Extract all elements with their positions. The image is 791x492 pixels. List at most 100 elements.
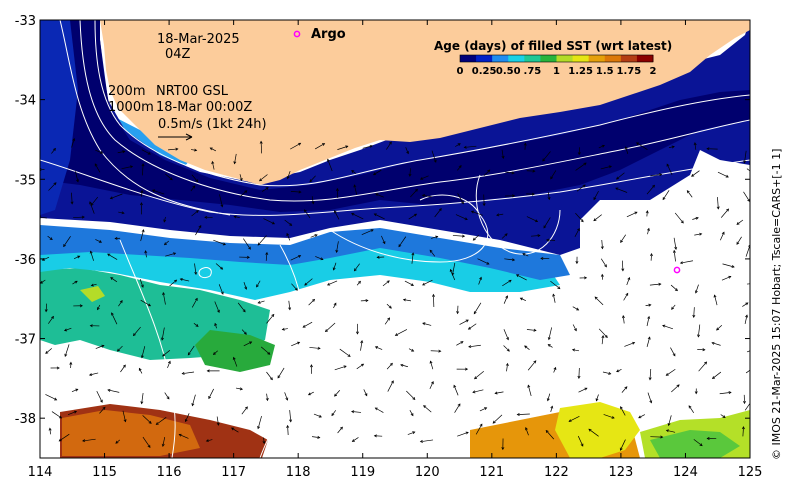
velocity-vector — [668, 415, 672, 426]
velocity-vector — [526, 216, 538, 222]
velocity-vector — [503, 329, 509, 340]
velocity-vector — [163, 216, 166, 223]
velocity-vector — [711, 342, 721, 346]
velocity-vector-head — [318, 414, 322, 418]
velocity-vector-head — [289, 223, 293, 226]
velocity-vector — [286, 233, 291, 241]
velocity-vector — [241, 329, 247, 335]
velocity-vector-head — [552, 293, 556, 297]
velocity-vector-head — [421, 194, 426, 198]
velocity-vector-head — [523, 142, 527, 146]
velocity-vector-head — [693, 142, 697, 146]
velocity-vector — [59, 433, 70, 442]
velocity-vector-head — [726, 208, 730, 212]
colorbar-tick-label: 2 — [650, 66, 657, 77]
velocity-vector-head — [583, 162, 587, 166]
velocity-vector-head — [49, 237, 53, 241]
velocity-vector — [239, 174, 243, 181]
velocity-vector-head — [271, 313, 275, 317]
velocity-vector — [407, 431, 415, 435]
velocity-vector — [547, 192, 550, 200]
velocity-vector — [671, 304, 676, 310]
velocity-vector — [452, 262, 456, 276]
velocity-vector — [185, 413, 190, 422]
velocity-vector — [141, 149, 151, 155]
sst-region-lime-west — [80, 286, 105, 302]
x-tick-label: 121 — [479, 465, 504, 480]
velocity-vector — [45, 303, 47, 312]
velocity-vector — [339, 348, 351, 357]
velocity-vector — [165, 173, 173, 181]
velocity-vector-head — [343, 365, 347, 369]
velocity-vector — [290, 255, 301, 261]
velocity-vector — [720, 232, 725, 241]
velocity-vector-head — [754, 366, 756, 368]
velocity-vector — [455, 214, 468, 220]
velocity-vector — [548, 327, 552, 340]
velocity-vector-head — [470, 210, 475, 214]
velocity-vector — [95, 149, 103, 154]
sst-region-west-blue — [40, 20, 78, 215]
velocity-vector — [233, 357, 238, 367]
colorbar-segment — [492, 55, 509, 62]
velocity-vector — [720, 414, 726, 418]
velocity-vector — [239, 190, 248, 198]
velocity-vector — [568, 415, 580, 422]
velocity-vector — [620, 234, 627, 243]
velocity-vector-head — [206, 369, 210, 373]
velocity-vector-head — [220, 291, 224, 295]
velocity-vector-head — [72, 137, 76, 142]
velocity-vector — [600, 258, 607, 268]
velocity-vector-head — [621, 268, 625, 272]
velocity-vector-head — [257, 242, 261, 246]
contour-200m — [94, 20, 750, 187]
velocity-vector-head — [265, 397, 269, 402]
velocity-vector-head — [56, 366, 60, 370]
velocity-vector — [430, 361, 434, 370]
velocity-vector — [51, 411, 62, 419]
velocity-vector-head — [89, 324, 93, 328]
velocity-vector — [260, 346, 271, 355]
velocity-vector-head — [364, 393, 368, 397]
velocity-vector-head — [58, 438, 62, 442]
velocity-vector-head — [114, 236, 118, 240]
velocity-vector — [576, 184, 586, 192]
velocity-vector-head — [547, 344, 551, 347]
argo-marker-legend — [293, 30, 301, 38]
velocity-vector — [496, 213, 504, 216]
velocity-vector — [457, 193, 464, 204]
velocity-vector-head — [649, 400, 653, 404]
velocity-vector-head — [239, 387, 243, 391]
velocity-vector-head — [508, 279, 512, 283]
velocity-vector — [420, 439, 434, 443]
velocity-vector-head — [209, 147, 213, 151]
velocity-vector-head — [419, 177, 424, 180]
velocity-vector-head — [391, 380, 394, 384]
colorbar — [459, 54, 654, 63]
velocity-vector — [142, 436, 151, 448]
velocity-vector-head — [505, 362, 509, 367]
velocity-vector — [45, 348, 52, 354]
velocity-vector-head — [265, 187, 269, 190]
colorbar-segment — [604, 55, 622, 62]
contour-deep-3 — [329, 194, 489, 263]
sst-region-green — [195, 330, 275, 372]
velocity-vector-head — [511, 258, 516, 262]
velocity-vector-head — [638, 415, 642, 419]
velocity-vector-head — [506, 348, 510, 352]
velocity-vector — [308, 391, 314, 396]
velocity-vector — [351, 411, 362, 413]
velocity-vector — [190, 149, 197, 151]
velocity-vector — [502, 279, 512, 287]
velocity-vector — [520, 297, 527, 302]
velocity-vector-head — [178, 433, 182, 437]
velocity-vector-head — [694, 290, 698, 294]
velocity-vector-head — [172, 252, 177, 256]
velocity-vector — [693, 439, 703, 446]
velocity-vector-head — [600, 273, 604, 277]
velocity-vector — [352, 437, 359, 442]
velocity-vector — [694, 142, 697, 150]
velocity-vector — [386, 303, 392, 309]
velocity-vector-head — [671, 145, 675, 149]
velocity-vector-head — [431, 293, 436, 297]
